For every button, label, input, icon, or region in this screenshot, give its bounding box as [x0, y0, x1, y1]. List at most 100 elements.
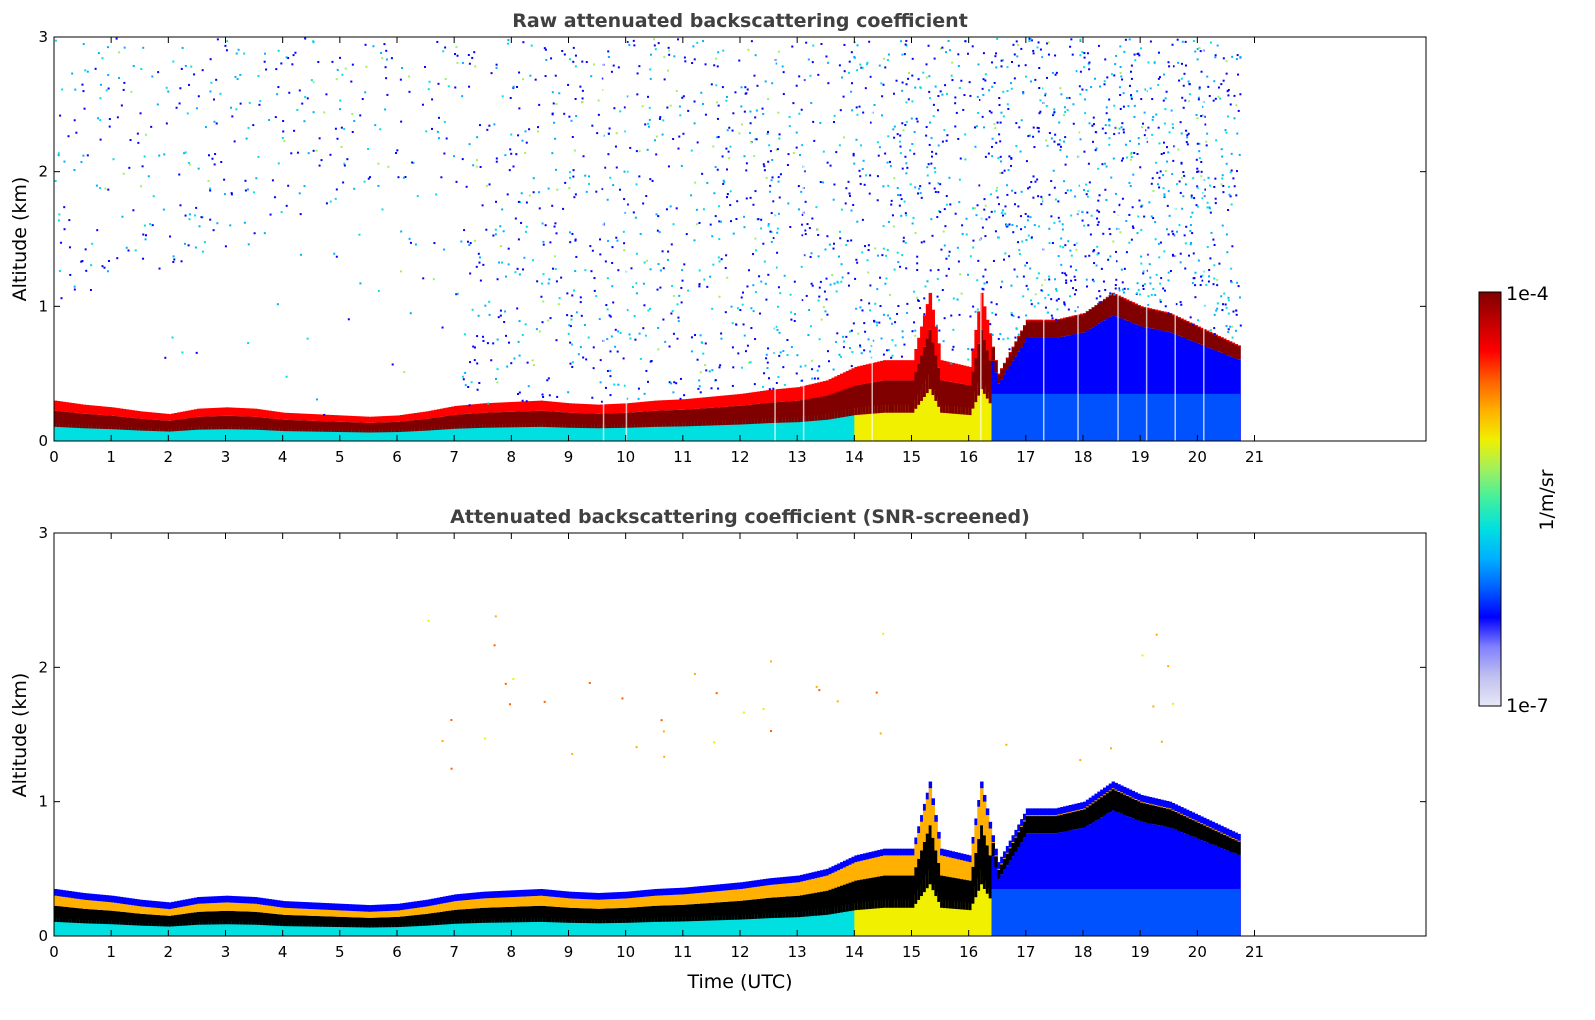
heatmap-cell	[294, 420, 298, 432]
heatmap-cell	[571, 919, 575, 936]
heatmap-cell	[358, 233, 361, 236]
heatmap-cell	[1094, 131, 1097, 134]
heatmap-cell	[234, 416, 238, 430]
heatmap-cell	[236, 416, 241, 430]
heatmap-cell	[1153, 62, 1156, 65]
heatmap-cell	[519, 423, 524, 441]
heatmap-cell	[864, 174, 867, 177]
heatmap-cell	[1045, 76, 1048, 79]
heatmap-cell	[1220, 295, 1223, 298]
heatmap-cell	[637, 402, 641, 412]
heatmap-cell	[1163, 73, 1166, 76]
heatmap-cell	[982, 380, 987, 441]
heatmap-cell	[890, 199, 893, 202]
heatmap-cell	[572, 46, 575, 49]
heatmap-cell	[125, 409, 129, 418]
heatmap-cell	[991, 346, 995, 348]
heatmap-cell	[179, 419, 184, 431]
heatmap-cell	[639, 357, 642, 360]
heatmap-cell	[168, 902, 172, 910]
heatmap-cell	[108, 117, 111, 120]
heatmap-cell	[597, 424, 601, 441]
heatmap-cell	[1033, 305, 1036, 308]
heatmap-cell	[1191, 232, 1194, 235]
heatmap-cell	[565, 918, 570, 936]
heatmap-cell	[214, 153, 217, 156]
heatmap-cell	[745, 92, 748, 95]
heatmap-cell	[884, 66, 887, 69]
heatmap-cell	[1017, 43, 1020, 46]
heatmap-cell	[54, 410, 58, 427]
heatmap-cell	[1016, 55, 1019, 58]
heatmap-cell	[1029, 80, 1032, 83]
heatmap-cell	[214, 896, 218, 903]
heatmap-cell	[294, 915, 298, 927]
heatmap-cell	[368, 176, 371, 179]
heatmap-cell	[771, 82, 774, 85]
heatmap-cell	[1152, 217, 1155, 220]
heatmap-cell	[1118, 203, 1121, 206]
heatmap-cell	[1048, 278, 1051, 281]
heatmap-cell	[179, 906, 184, 915]
heatmap-cell	[62, 423, 67, 441]
heatmap-cell	[142, 411, 147, 419]
heatmap-cell	[862, 111, 865, 114]
heatmap-cell	[925, 379, 930, 441]
heatmap-cell	[671, 894, 675, 906]
heatmap-cell	[125, 897, 129, 905]
heatmap-cell	[671, 905, 675, 922]
heatmap-cell	[740, 86, 743, 89]
heatmap-cell	[812, 120, 815, 123]
heatmap-cell	[542, 240, 545, 243]
heatmap-cell	[842, 410, 847, 441]
heatmap-cell	[422, 914, 427, 926]
heatmap-cell	[1013, 268, 1016, 271]
heatmap-cell	[208, 154, 211, 157]
heatmap-cell	[1213, 264, 1216, 267]
heatmap-cell	[1102, 280, 1105, 283]
heatmap-cell	[322, 421, 327, 432]
heatmap-cell	[859, 63, 862, 66]
heatmap-cell	[937, 268, 940, 271]
heatmap-cell	[205, 426, 209, 441]
heatmap-cell	[1108, 124, 1111, 127]
heatmap-cell	[831, 377, 835, 394]
heatmap-cell	[461, 95, 464, 98]
heatmap-cell	[482, 898, 487, 908]
heatmap-cell	[528, 128, 531, 131]
heatmap-cell	[402, 429, 407, 441]
heatmap-cell	[468, 404, 471, 407]
heatmap-cell	[134, 913, 138, 926]
heatmap-cell	[148, 428, 152, 441]
heatmap-cell	[437, 409, 441, 418]
heatmap-cell	[708, 421, 713, 441]
heatmap-cell	[749, 110, 752, 113]
heatmap-cell	[795, 84, 798, 87]
heatmap-cell	[611, 919, 615, 936]
heatmap-cell	[737, 900, 741, 920]
heatmap-cell	[1043, 94, 1046, 97]
heatmap-cell	[588, 908, 592, 924]
heatmap-cell	[766, 361, 769, 364]
heatmap-cell	[479, 412, 484, 428]
heatmap-cell	[156, 915, 161, 927]
heatmap-cell	[645, 918, 650, 936]
heatmap-cell	[982, 306, 987, 340]
heatmap-cell	[91, 242, 94, 245]
heatmap-cell	[485, 891, 490, 899]
heatmap-cell	[596, 132, 599, 135]
heatmap-cell	[1227, 312, 1230, 315]
heatmap-cell	[1055, 288, 1058, 291]
heatmap-cell	[242, 408, 247, 417]
heatmap-cell	[657, 42, 660, 45]
heatmap-cell	[624, 211, 627, 214]
heatmap-cell	[582, 899, 587, 909]
heatmap-cell	[952, 345, 955, 348]
heatmap-cell	[702, 421, 707, 441]
heatmap-cell	[1157, 183, 1160, 186]
heatmap-cell	[1088, 328, 1093, 441]
heatmap-cell	[832, 120, 835, 123]
heatmap-cell	[786, 164, 789, 167]
heatmap-cell	[1017, 335, 1021, 337]
heatmap-cell	[1192, 323, 1195, 326]
